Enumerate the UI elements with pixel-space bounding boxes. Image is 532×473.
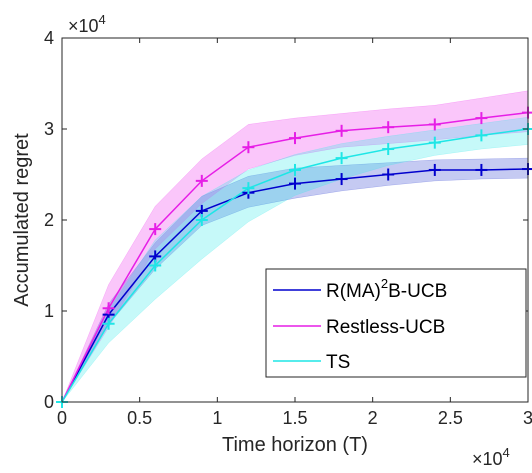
marker-ts <box>289 163 301 176</box>
marker-ts <box>242 182 255 195</box>
marker-ts <box>475 129 488 142</box>
legend-label-ts: TS <box>326 352 350 373</box>
marker-restless-ucb <box>475 112 488 125</box>
marker-r-ma-b-ucb <box>289 177 301 190</box>
marker-restless-ucb <box>289 132 301 145</box>
marker-r-ma-b-ucb <box>382 168 395 181</box>
x-tick-label: 0.5 <box>127 408 152 428</box>
marker-ts <box>102 317 115 330</box>
marker-restless-ucb <box>149 223 162 236</box>
y-tick-label: 4 <box>44 28 54 48</box>
y-tick-label: 3 <box>44 119 54 139</box>
marker-ts <box>195 214 208 226</box>
x-tick-label: 3 <box>523 408 532 428</box>
x-tick-label: 1 <box>212 408 222 428</box>
legend-box <box>265 268 527 378</box>
y-axis-ticks: 0 1 2 3 4 <box>44 28 528 412</box>
y-multiplier: ×104 <box>68 12 106 36</box>
x-tick-label: 2 <box>368 408 378 428</box>
x-tick-label: 1.5 <box>282 408 307 428</box>
marker-restless-ucb <box>195 174 208 187</box>
x-tick-label: 0 <box>57 408 67 428</box>
marker-restless-ucb <box>382 121 395 134</box>
x-axis-label: Time horizon (T) <box>222 434 368 456</box>
marker-r-ma-b-ucb <box>475 163 488 176</box>
x-axis-ticks: 0 0.5 1 1.5 2 2.5 3 <box>57 38 532 428</box>
legend-label-rmab-sup: 2 <box>381 276 388 291</box>
x-tick-label: 2.5 <box>438 408 463 428</box>
x-multiplier: ×104 <box>472 445 510 469</box>
y-tick-label: 2 <box>44 210 54 230</box>
y-tick-label: 0 <box>44 392 54 412</box>
marker-ts <box>428 136 441 149</box>
y-axis-label: Accumulated regret <box>11 133 33 307</box>
legend-label-rmab: R(MA)2B-UCB <box>326 276 447 302</box>
marker-r-ma-b-ucb <box>428 163 441 176</box>
series-markers <box>56 106 532 408</box>
x-multiplier-exponent: 4 <box>503 445 510 460</box>
y-multiplier-exponent: 4 <box>99 12 106 27</box>
y-tick-label: 1 <box>44 301 54 321</box>
legend: R(MA)2B-UCB Restless-UCB TS <box>265 268 527 378</box>
marker-ts <box>335 152 348 165</box>
marker-restless-ucb <box>242 141 255 154</box>
marker-ts <box>382 143 395 156</box>
marker-r-ma-b-ucb <box>335 173 348 186</box>
legend-label-restless-ucb: Restless-UCB <box>326 317 445 338</box>
marker-restless-ucb <box>428 118 441 131</box>
marker-ts <box>149 259 162 272</box>
marker-restless-ucb <box>102 302 115 315</box>
marker-restless-ucb <box>335 124 348 137</box>
legend-label-rmab-suffix: B-UCB <box>388 281 447 302</box>
